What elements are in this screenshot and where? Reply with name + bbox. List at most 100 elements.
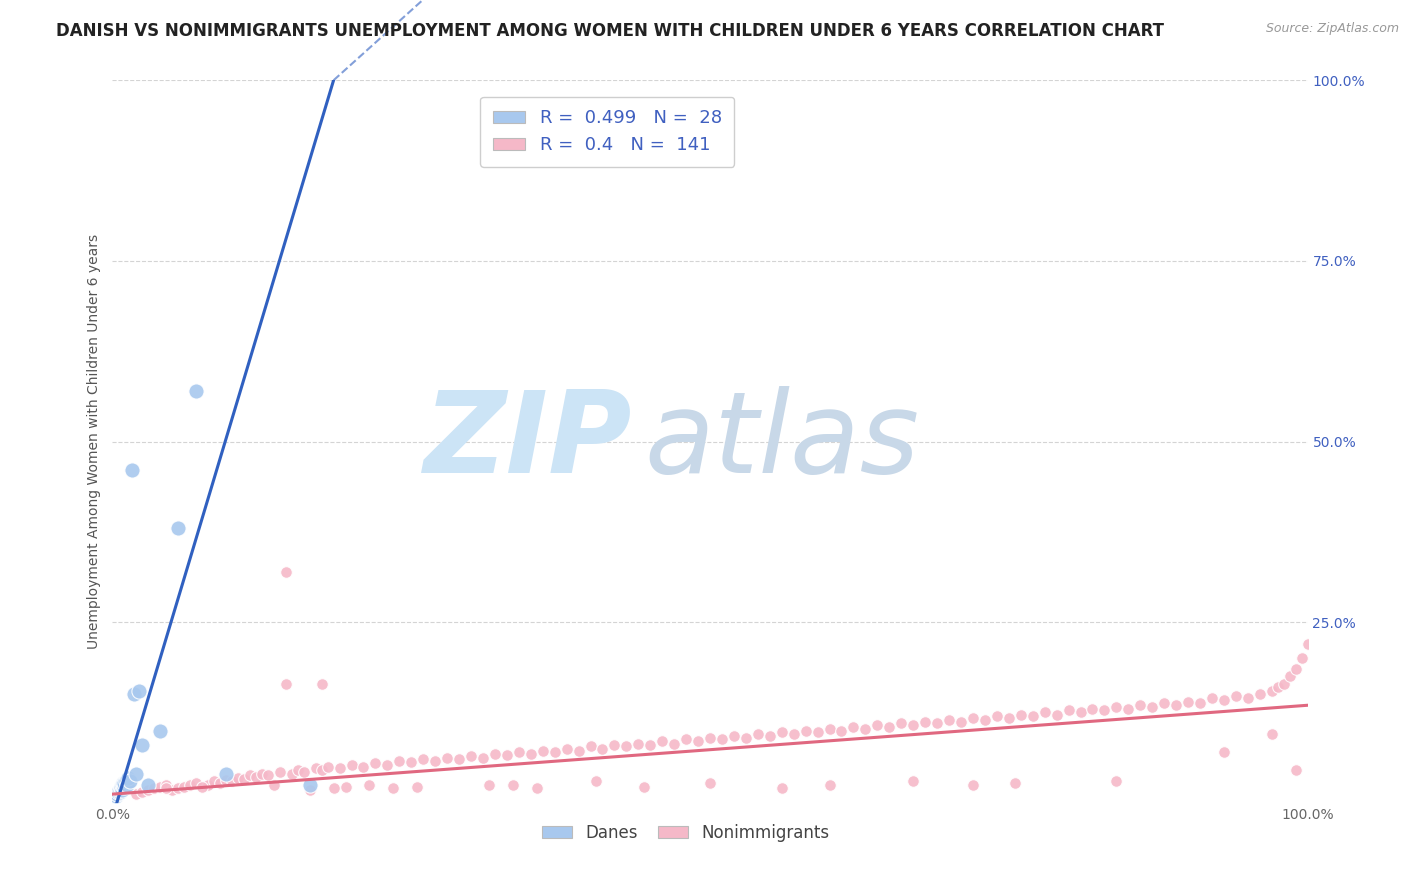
Point [603, 738, 626, 752]
Point [388, 754, 411, 768]
Point [1285, 662, 1308, 676]
Point [831, 723, 853, 738]
Point [472, 751, 495, 765]
Point [1177, 695, 1199, 709]
Point [879, 720, 901, 734]
Point [927, 716, 949, 731]
Point [1296, 637, 1319, 651]
Point [1105, 700, 1128, 714]
Point [950, 714, 973, 729]
Point [1004, 775, 1026, 789]
Point [759, 729, 782, 743]
Point [112, 775, 135, 789]
Point [269, 765, 291, 780]
Point [239, 768, 262, 782]
Point [114, 774, 136, 789]
Point [1285, 764, 1308, 778]
Point [191, 780, 214, 794]
Point [585, 774, 607, 789]
Point [322, 781, 344, 796]
Point [747, 727, 769, 741]
Y-axis label: Unemployment Among Women with Children Under 6 years: Unemployment Among Women with Children U… [87, 234, 101, 649]
Point [186, 384, 208, 398]
Point [121, 463, 143, 477]
Point [125, 787, 148, 801]
Point [1225, 689, 1247, 703]
Point [890, 716, 912, 731]
Point [197, 778, 219, 792]
Point [364, 756, 387, 770]
Point [105, 787, 128, 801]
Point [425, 754, 447, 768]
Point [1261, 727, 1284, 741]
Text: atlas: atlas [644, 386, 920, 497]
Point [616, 739, 638, 754]
Point [138, 782, 160, 797]
Point [1261, 683, 1284, 698]
Point [108, 782, 131, 797]
Point [412, 752, 434, 766]
Point [131, 785, 153, 799]
Point [1166, 698, 1188, 713]
Point [974, 713, 997, 727]
Point [1272, 676, 1295, 690]
Point [292, 764, 315, 779]
Point [110, 781, 132, 796]
Point [117, 771, 139, 785]
Point [274, 565, 297, 579]
Point [818, 778, 841, 792]
Point [131, 738, 153, 752]
Point [627, 737, 650, 751]
Point [711, 732, 734, 747]
Point [1081, 702, 1104, 716]
Point [221, 774, 243, 789]
Point [120, 774, 142, 789]
Point [305, 761, 328, 775]
Point [675, 732, 697, 747]
Point [1201, 691, 1223, 706]
Point [245, 770, 267, 784]
Point [903, 718, 925, 732]
Point [962, 778, 984, 792]
Point [1022, 709, 1045, 723]
Point [962, 710, 984, 724]
Point [447, 752, 470, 766]
Point [173, 780, 195, 794]
Point [167, 521, 190, 535]
Point [855, 722, 877, 736]
Point [866, 718, 889, 732]
Point [382, 781, 405, 796]
Point [526, 781, 548, 796]
Point [1189, 696, 1212, 710]
Point [149, 780, 172, 794]
Point [436, 751, 458, 765]
Point [125, 767, 148, 781]
Point [818, 722, 841, 736]
Point [179, 778, 201, 792]
Point [1278, 669, 1301, 683]
Point [699, 731, 721, 745]
Point [640, 738, 662, 752]
Point [274, 676, 297, 690]
Point [1046, 707, 1069, 722]
Point [555, 741, 578, 756]
Point [914, 714, 936, 729]
Point [579, 739, 602, 754]
Point [986, 709, 1008, 723]
Point [688, 734, 710, 748]
Point [1094, 703, 1116, 717]
Point [111, 782, 134, 797]
Point [107, 785, 129, 799]
Point [162, 782, 183, 797]
Point [782, 727, 804, 741]
Point [226, 771, 249, 785]
Point [359, 778, 381, 792]
Point [1213, 693, 1236, 707]
Point [167, 781, 190, 796]
Point [377, 757, 399, 772]
Legend: Danes, Nonimmigrants: Danes, Nonimmigrants [536, 817, 837, 848]
Point [664, 737, 686, 751]
Point [1249, 687, 1271, 701]
Point [1070, 706, 1092, 720]
Point [155, 778, 177, 792]
